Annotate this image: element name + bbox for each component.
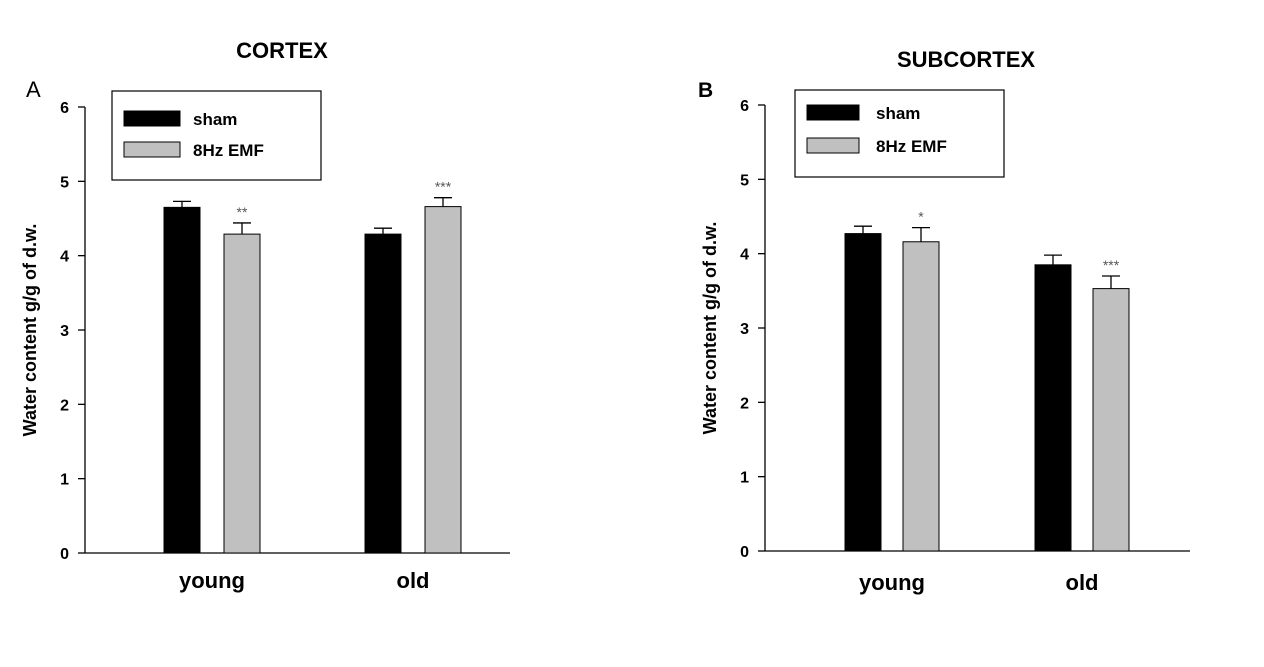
legend-swatch-emf	[123, 141, 181, 158]
significance-mark: ***	[435, 179, 452, 195]
y-tick-label: 0	[740, 544, 749, 561]
bar-emf	[902, 241, 940, 552]
bar-sham	[364, 233, 402, 554]
y-tick-label: 3	[60, 323, 69, 340]
bar-sham	[163, 206, 201, 554]
legend-label: sham	[193, 110, 237, 129]
panel-b: SUBCORTEX B 0 1 2 3 4 5 6 Water content g/g of d.…	[698, 47, 1190, 595]
bar-emf	[424, 206, 462, 554]
y-tick-label: 1	[60, 472, 69, 489]
y-tick-label: 5	[740, 172, 749, 189]
legend-label: 8Hz EMF	[876, 137, 947, 156]
y-tick-label: 2	[740, 395, 749, 412]
y-tick-label: 5	[60, 174, 69, 191]
legend-label: sham	[876, 104, 920, 123]
legend-swatch-sham	[123, 110, 181, 127]
significance-mark: **	[237, 204, 248, 220]
bar-emf	[1092, 288, 1130, 552]
y-tick-label: 2	[60, 397, 69, 414]
x-category-label: old	[397, 568, 430, 593]
y-tick-label: 6	[60, 100, 69, 117]
legend-box	[111, 90, 322, 181]
y-tick-label: 4	[60, 249, 69, 266]
significance-mark: *	[918, 209, 924, 225]
panel-letter: A	[26, 77, 41, 102]
y-tick-label: 0	[60, 546, 69, 563]
y-tick-label: 3	[740, 321, 749, 338]
y-tick-label: 1	[740, 470, 749, 487]
y-tick-label: 6	[740, 98, 749, 115]
y-axis-label: Water content g/g of d.w.	[20, 224, 40, 437]
panel-letter: B	[698, 79, 713, 102]
panel-a: CORTEX A 0 1 2 3 4 5 6 Water content g/g of d.w. y…	[20, 38, 510, 593]
legend-swatch-sham	[806, 104, 860, 121]
chart-title: SUBCORTEX	[897, 47, 1035, 72]
y-tick-label: 4	[740, 247, 749, 264]
chart-title: CORTEX	[236, 38, 328, 63]
legend-label: 8Hz EMF	[193, 141, 264, 160]
bar-sham	[844, 233, 882, 552]
x-category-label: young	[179, 568, 245, 593]
x-category-label: old	[1066, 570, 1099, 595]
legend-swatch-emf	[806, 137, 860, 154]
bar-emf	[223, 233, 261, 554]
y-axis-label: Water content g/g of d.w.	[700, 222, 720, 435]
bar-sham	[1034, 264, 1072, 552]
significance-mark: ***	[1103, 257, 1120, 273]
x-category-label: young	[859, 570, 925, 595]
legend-box	[794, 89, 1005, 178]
